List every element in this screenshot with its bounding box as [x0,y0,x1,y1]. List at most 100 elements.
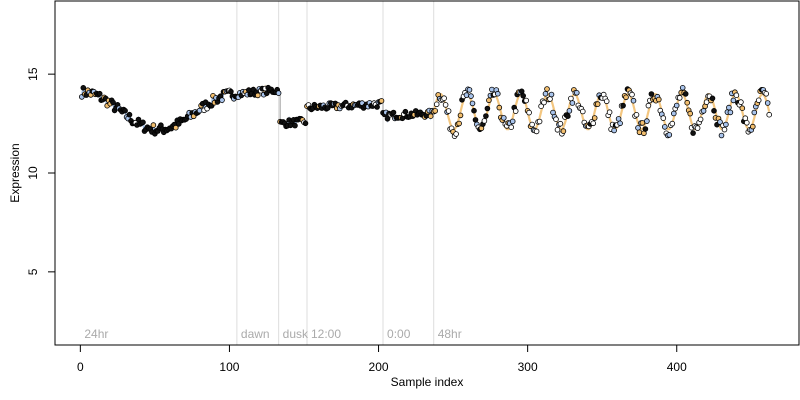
phase-label-1: dawn [241,327,270,341]
data-point [617,120,623,127]
data-point [697,116,704,123]
data-point [644,118,650,124]
y-axis: 5 10 15 [26,67,56,275]
data-point [673,102,680,109]
data-point [463,92,470,98]
data-point [669,120,676,127]
data-point [384,116,391,122]
data-point [486,97,492,104]
data-point [494,90,501,97]
data-point [573,90,580,96]
data-point [523,97,529,104]
data-point [687,110,693,117]
data-point [481,118,488,124]
x-tick-label: 200 [369,360,389,374]
data-point [611,127,617,134]
data-point [679,85,686,91]
data-point [751,109,758,116]
data-point [554,127,561,133]
data-point [432,108,439,114]
data-point [700,108,707,114]
data-point [666,132,673,138]
phase-labels: 24hr dawn dusk 12:00 0:00 48hr [84,327,461,341]
phase-label-5: 48hr [438,327,462,341]
data-point [755,97,762,104]
data-point [518,88,525,95]
y-tick-label: 5 [26,268,40,275]
data-point [764,100,771,106]
data-point [742,115,749,121]
data-point [484,105,491,112]
data-point [730,97,737,104]
data-point [456,120,462,127]
data-point [508,124,515,130]
data-point [219,97,225,103]
data-points [79,84,772,139]
data-point [509,118,516,125]
data-point [733,92,740,98]
data-point [427,113,434,119]
data-point [739,105,746,111]
data-point [122,107,128,114]
x-tick-label: 400 [667,360,687,374]
x-tick-label: 0 [77,360,84,374]
data-point [526,109,532,116]
data-point [660,115,667,121]
data-point [542,91,549,97]
data-point [590,120,596,127]
data-point [642,126,649,132]
data-point [126,111,133,118]
phase-lines [236,1,435,345]
data-point [275,90,282,96]
data-point [150,122,157,128]
data-point [623,94,629,101]
data-point [553,116,559,122]
data-point [645,102,652,109]
data-point [302,120,309,127]
data-point [548,91,555,98]
data-point [661,124,668,130]
data-point [579,108,586,115]
data-point [718,132,725,139]
data-point [763,91,769,97]
data-point [292,122,298,129]
data-point [468,93,474,99]
data-point [690,130,696,136]
data-point [682,91,689,97]
data-point [557,120,564,127]
data-point [639,120,646,126]
data-point [684,99,690,106]
data-point [749,123,756,130]
data-point [457,112,464,119]
y-tick-label: 10 [26,166,40,180]
data-point [500,115,507,121]
phase-label-3: 12:00 [311,327,341,341]
data-point [717,119,723,125]
data-point [472,117,479,123]
data-point [228,88,234,95]
data-point [723,121,729,128]
data-point [565,113,571,119]
data-point [471,107,477,114]
data-point [378,98,385,104]
data-point [541,99,547,106]
data-point [591,115,598,121]
data-point [670,110,677,117]
phase-label-4: 0:00 [387,327,411,341]
data-point [648,91,655,97]
data-point [390,109,397,116]
data-point [603,98,610,105]
data-point [374,104,380,110]
data-point [324,105,331,111]
data-point [441,95,447,101]
data-point [110,99,116,106]
data-point [254,92,261,99]
data-point [520,93,526,99]
x-axis-title: Sample index [391,375,464,389]
data-point [453,131,459,137]
data-point [496,104,503,111]
data-point [636,129,643,136]
phase-label-2: dusk [283,327,309,341]
data-point [709,95,716,102]
